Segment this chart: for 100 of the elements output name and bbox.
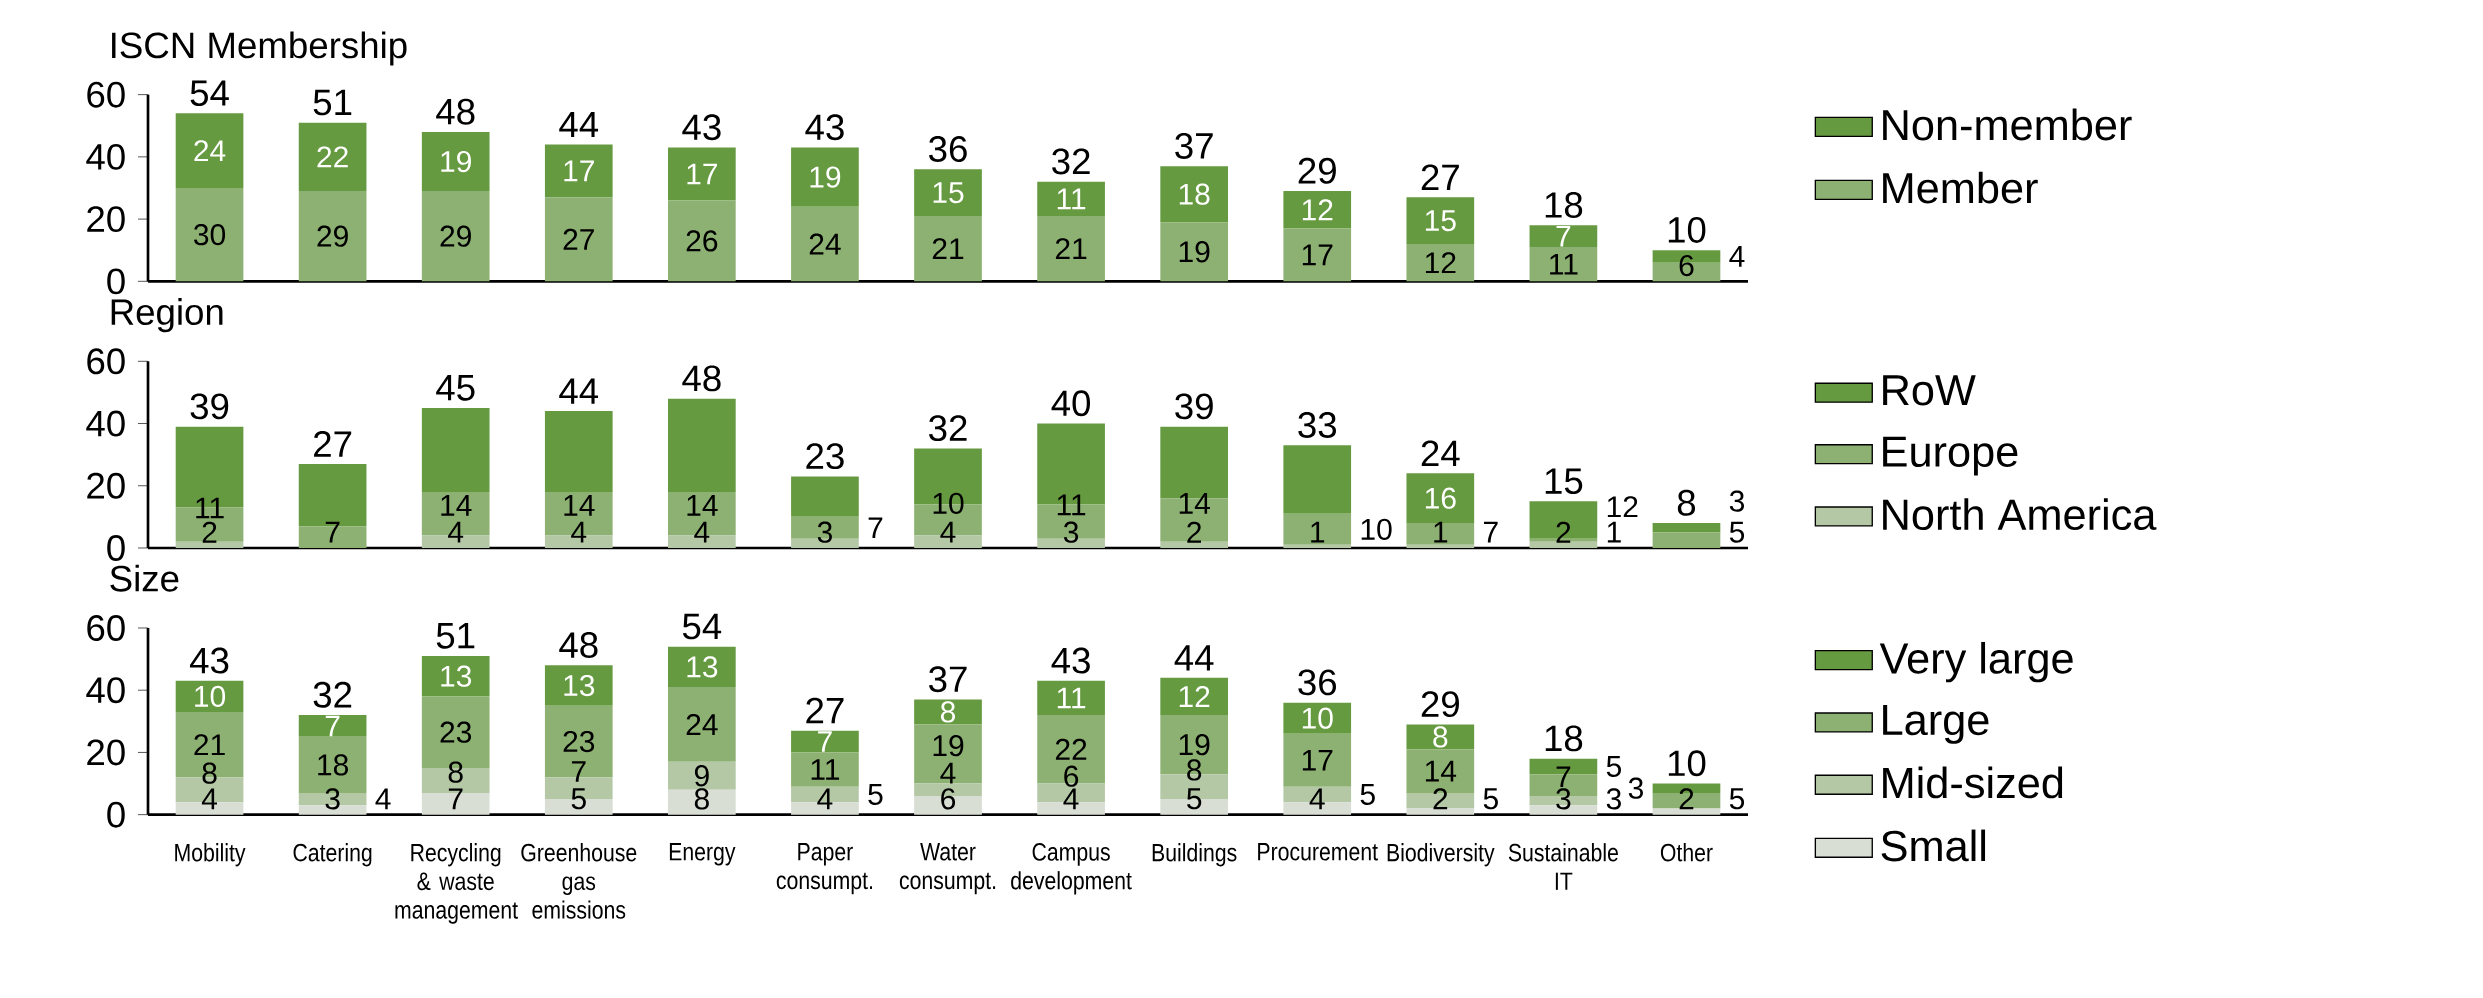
data-label: 10 — [195, 685, 226, 708]
bar — [421, 407, 490, 492]
data-label: 11 — [1057, 687, 1086, 709]
data-label: 19 — [441, 150, 471, 173]
data-label: 19 — [1179, 734, 1210, 756]
bar — [1283, 733, 1352, 787]
bar — [544, 197, 613, 282]
data-label: 10 — [1302, 707, 1333, 729]
data-label: 2 — [1556, 521, 1571, 543]
x-tick-label: Campus development — [1011, 843, 1132, 895]
bar — [1283, 544, 1352, 548]
data-label: 6 — [1064, 765, 1079, 787]
total-label: 29 — [1298, 157, 1336, 184]
x-tick-label: Water consumpt. — [899, 843, 996, 895]
total-label: 27 — [1421, 164, 1459, 190]
total-label: 32 — [1052, 148, 1090, 175]
y-tick-label: 0 — [107, 268, 125, 295]
total-label: 45 — [436, 375, 475, 401]
data-label: 3 — [1729, 490, 1745, 512]
data-label: 21 — [194, 734, 225, 756]
bar — [791, 730, 859, 753]
data-label: 29 — [440, 225, 471, 247]
data-label: 13 — [441, 665, 472, 687]
y-tick-label: 60 — [87, 348, 125, 375]
data-label: 10 — [933, 492, 964, 514]
data-label: 3 — [1556, 788, 1571, 810]
total-label: 10 — [1668, 750, 1706, 777]
bar — [544, 411, 613, 492]
data-label: 4 — [201, 788, 217, 810]
data-label: 29 — [317, 225, 348, 247]
data-label: 2 — [1433, 788, 1448, 810]
total-label: 23 — [806, 443, 844, 470]
bar — [421, 191, 490, 282]
total-label: 18 — [1545, 725, 1583, 752]
data-label: 8 — [940, 701, 956, 723]
data-label: 7 — [1484, 521, 1498, 543]
data-label: 14 — [441, 495, 472, 516]
bar — [668, 761, 736, 790]
legend-label: Large — [1883, 705, 1989, 744]
bar — [1037, 215, 1105, 282]
data-label: 8 — [1433, 726, 1448, 748]
y-tick-label: 40 — [86, 143, 125, 170]
total-label: 8 — [1677, 489, 1696, 516]
bar — [298, 122, 367, 192]
data-label: 4 — [571, 521, 587, 543]
data-label: 19 — [810, 166, 841, 188]
data-label: 7 — [1556, 766, 1571, 788]
data-label: 3 — [817, 521, 832, 543]
total-label: 27 — [806, 697, 844, 724]
legend-label: Non-member — [1883, 108, 2132, 141]
data-label: 3 — [1628, 777, 1643, 799]
data-label: 4 — [448, 521, 464, 543]
total-label: 15 — [1545, 468, 1583, 494]
data-label: 14 — [687, 495, 718, 516]
data-label: 1 — [1311, 521, 1325, 543]
data-label: 4 — [940, 762, 956, 784]
y-tick-label: 20 — [87, 739, 125, 766]
total-label: 43 — [1051, 647, 1090, 674]
bar — [1037, 181, 1105, 216]
total-label: 27 — [314, 431, 352, 457]
chart-title: Size — [110, 564, 179, 592]
bar — [668, 646, 736, 688]
data-label: 4 — [1729, 246, 1745, 267]
y-tick-label: 0 — [107, 535, 125, 561]
x-tick-label: Other — [1660, 843, 1713, 862]
total-label: 33 — [1298, 412, 1336, 438]
bar — [1529, 225, 1598, 248]
y-tick-label: 20 — [87, 206, 125, 233]
data-label: 17 — [1302, 244, 1333, 266]
bar — [1283, 445, 1352, 514]
x-tick-label: Mobility — [175, 843, 246, 867]
bar — [791, 147, 859, 207]
bar — [1283, 191, 1352, 229]
data-label: 8 — [694, 788, 709, 810]
x-tick-label: Catering — [293, 843, 372, 867]
legend-label: North America — [1883, 498, 2157, 531]
data-label: 8 — [1187, 759, 1202, 781]
total-label: 51 — [313, 89, 352, 116]
bar — [1529, 541, 1598, 548]
bar — [1160, 541, 1229, 548]
bar — [791, 752, 859, 787]
bar — [668, 789, 736, 815]
bar — [914, 215, 982, 282]
bar — [1160, 222, 1229, 282]
bar — [914, 169, 982, 216]
data-label: 18 — [318, 754, 348, 776]
data-label: 1 — [1434, 521, 1448, 543]
y-tick-label: 0 — [107, 801, 125, 828]
data-label: 7 — [448, 788, 463, 810]
data-label: 4 — [375, 788, 391, 810]
data-label: 12 — [1179, 685, 1210, 707]
data-label: 12 — [1425, 252, 1456, 274]
legend-label: Very large — [1879, 641, 2073, 683]
total-label: 44 — [559, 378, 599, 404]
data-label: 5 — [1606, 755, 1621, 777]
data-label: 3 — [325, 788, 340, 810]
x-tick-label: Greenhouse gas emissions — [521, 843, 637, 919]
total-label: 29 — [1421, 691, 1459, 718]
data-label: 5 — [1187, 788, 1202, 810]
x-tick-label: Procurement — [1258, 843, 1378, 861]
